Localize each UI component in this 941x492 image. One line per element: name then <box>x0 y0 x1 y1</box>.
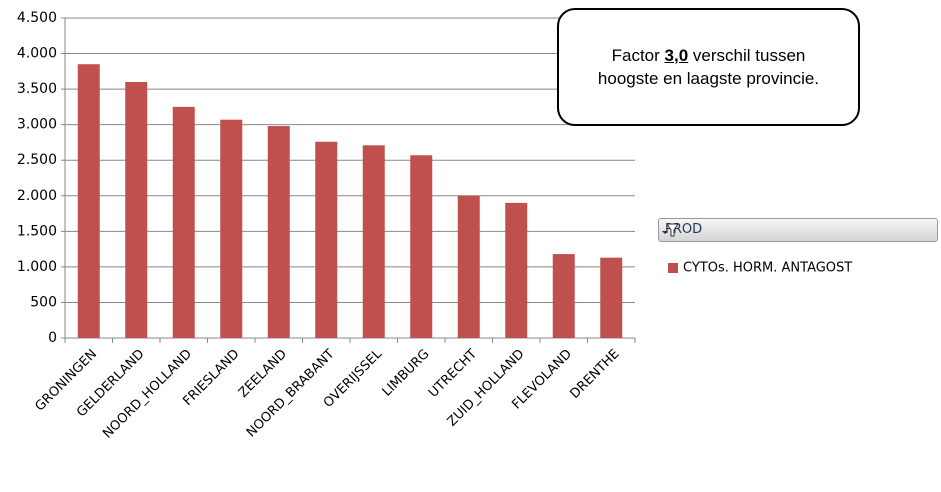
annotation-highlight: 3,0 <box>664 46 689 65</box>
bar <box>267 126 290 338</box>
annotation-text: Factor 3,0 verschil tussen hoogste en la… <box>589 44 828 90</box>
bar <box>410 155 433 338</box>
y-tick-label: 3.000 <box>17 117 57 133</box>
bar <box>505 202 528 338</box>
x-tick-label: NOORD_BRABANT <box>244 347 338 441</box>
legend-swatch <box>668 263 678 273</box>
filter-icon[interactable] <box>659 221 679 239</box>
x-tick-label: DRENTHE <box>567 347 622 402</box>
bar <box>220 119 243 338</box>
y-tick-label: 3.500 <box>17 81 57 97</box>
y-tick-label: 4.000 <box>17 46 57 62</box>
bar <box>457 195 480 338</box>
legend-label: CYTOs. HORM. ANTAGOST <box>683 261 852 276</box>
bar <box>552 254 575 338</box>
x-tick-label: LIMBURG <box>380 347 433 400</box>
bar <box>362 145 385 338</box>
annotation-part: verschil tussen hoogste en laagste provi… <box>597 46 820 88</box>
y-tick-label: 4.500 <box>17 10 57 26</box>
legend-filter[interactable]: PROD <box>658 218 938 242</box>
bar <box>315 141 338 338</box>
y-tick-label: 0 <box>48 330 57 346</box>
bar <box>77 64 100 338</box>
y-tick-label: 2.000 <box>17 188 57 204</box>
annotation: Factor 3,0 verschil tussen hoogste en la… <box>557 8 860 126</box>
y-tick-label: 1.000 <box>17 259 57 275</box>
x-tick-label: NOORD_HOLLAND <box>100 347 195 442</box>
bar <box>125 82 148 338</box>
y-tick-label: 500 <box>30 294 57 310</box>
annotation-part: Factor <box>611 46 660 65</box>
y-tick-label: 1.500 <box>17 223 57 239</box>
y-tick-label: 2.500 <box>17 152 57 168</box>
bar <box>600 257 623 338</box>
bar <box>172 106 195 338</box>
